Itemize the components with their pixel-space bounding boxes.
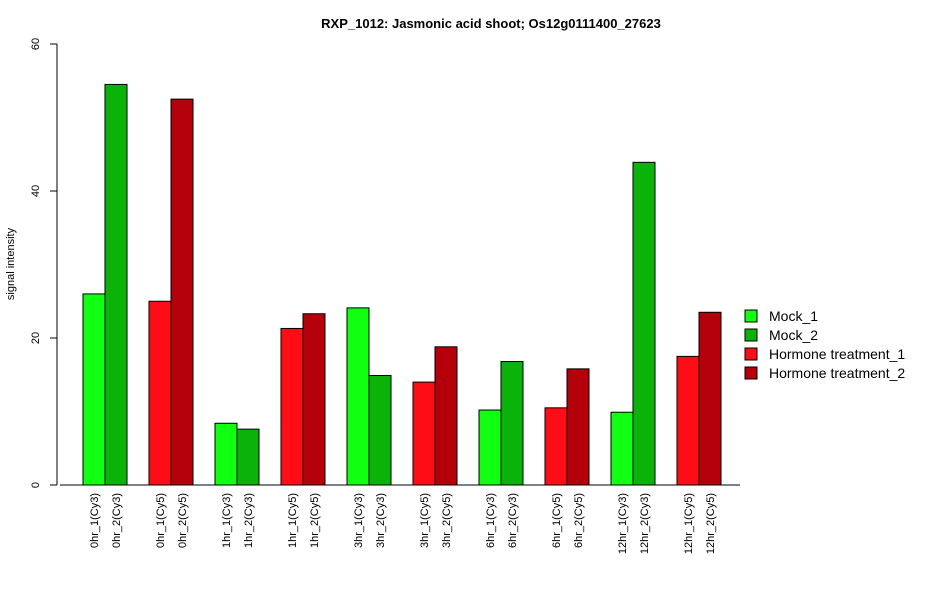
- y-axis-label: signal intensity: [5, 227, 17, 300]
- bar: [478, 409, 502, 486]
- x-tick-label: 0hr_1(Cy3): [89, 493, 101, 548]
- bar: [500, 361, 524, 486]
- x-tick-label: 1hr_2(Cy5): [309, 493, 321, 548]
- bar: [544, 407, 568, 486]
- x-tick-label: 6hr_1(Cy5): [551, 493, 563, 548]
- bar: [280, 327, 304, 486]
- x-tick-label: 6hr_2(Cy5): [573, 493, 585, 548]
- x-tick-label: 12hr_2(Cy5): [705, 493, 717, 554]
- x-tick-label: 0hr_1(Cy5): [155, 493, 167, 548]
- bar: [302, 313, 326, 486]
- bar: [346, 307, 370, 486]
- x-tick-label: 3hr_1(Cy3): [353, 493, 365, 548]
- y-tick-label: 40: [30, 185, 42, 197]
- legend-label: Hormone treatment_2: [769, 365, 905, 381]
- bar: [368, 374, 392, 486]
- legend-label: Hormone treatment_1: [769, 346, 905, 362]
- legend: Mock_1 Mock_2 Hormone treatment_1 Hormone t…: [744, 308, 905, 381]
- bar: [610, 411, 634, 486]
- legend-swatch: [744, 328, 758, 342]
- legend-swatch: [744, 347, 758, 361]
- legend-label: Mock_2: [769, 327, 818, 343]
- y-tick-label: 60: [30, 38, 42, 50]
- bar: [214, 422, 238, 486]
- chart-title: RXP_1012: Jasmonic acid shoot; Os12g0111…: [321, 16, 661, 31]
- x-tick-label: 1hr_2(Cy3): [243, 493, 255, 548]
- x-tick-label: 12hr_2(Cy3): [639, 493, 651, 554]
- x-tick-label: 12hr_1(Cy5): [683, 493, 695, 554]
- bar: [412, 381, 436, 486]
- x-tick-label: 1hr_1(Cy5): [287, 493, 299, 548]
- bar: [170, 98, 194, 486]
- x-tick-label: 1hr_1(Cy3): [221, 493, 233, 548]
- y-axis: 0 20 40 60: [30, 38, 58, 488]
- y-tick-label: 0: [30, 482, 42, 488]
- bar: [566, 368, 590, 486]
- bar: [434, 346, 458, 486]
- bar: [676, 355, 700, 486]
- legend-swatch: [744, 309, 758, 323]
- bar: [104, 83, 128, 486]
- x-tick-label: 3hr_1(Cy5): [419, 493, 431, 548]
- x-tick-label: 3hr_2(Cy3): [375, 493, 387, 548]
- x-tick-label: 3hr_2(Cy5): [441, 493, 453, 548]
- x-tick-label: 6hr_2(Cy3): [507, 493, 519, 548]
- legend-swatch: [744, 366, 758, 380]
- bars-group: [82, 83, 722, 486]
- bar: [82, 293, 106, 486]
- bar: [236, 428, 260, 486]
- y-tick-label: 20: [30, 332, 42, 344]
- x-tick-label: 6hr_1(Cy3): [485, 493, 497, 548]
- x-tick-label: 0hr_2(Cy5): [177, 493, 189, 548]
- x-tick-labels: 0hr_1(Cy3) 0hr_2(Cy3) 0hr_1(Cy5) 0hr_2(Cy5)…: [89, 493, 717, 554]
- bar: [148, 300, 172, 486]
- x-tick-label: 12hr_1(Cy3): [617, 493, 629, 554]
- bar: [698, 311, 722, 486]
- legend-label: Mock_1: [769, 308, 818, 324]
- bar: [632, 161, 656, 486]
- x-tick-label: 0hr_2(Cy3): [111, 493, 123, 548]
